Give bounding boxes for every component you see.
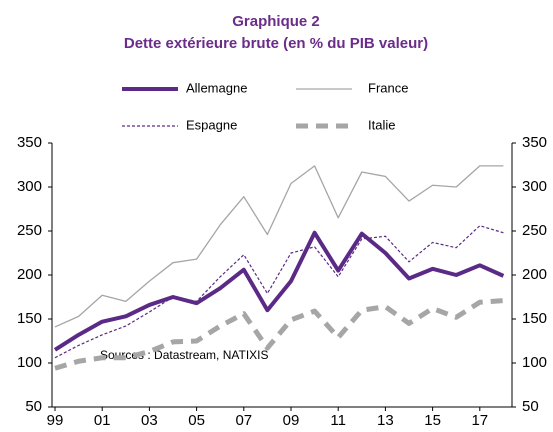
x-tick-label: 01 — [94, 412, 111, 429]
series-line — [53, 230, 505, 352]
x-tick-label: 05 — [188, 412, 205, 429]
series-line — [54, 298, 504, 371]
chart-title: Graphique 2 — [232, 13, 320, 30]
legend-label: France — [368, 80, 408, 95]
y2-tick-label: 100 — [522, 354, 547, 371]
legend-label: Espagne — [186, 117, 237, 132]
legend-label: Italie — [368, 117, 395, 132]
legend-label: Allemagne — [186, 80, 247, 95]
y2-tick-label: 150 — [522, 310, 547, 327]
y2-tick-label: 50 — [522, 398, 539, 415]
y2-tick-label: 250 — [522, 222, 547, 239]
x-tick-label: 11 — [330, 412, 346, 429]
y-tick-label: 50 — [25, 398, 42, 415]
x-tick-label: 13 — [377, 412, 394, 429]
series-line — [54, 165, 504, 328]
x-tick-label: 15 — [424, 412, 441, 429]
y-tick-label: 150 — [17, 310, 42, 327]
x-tick-label: 07 — [235, 412, 252, 429]
y-tick-label: 300 — [17, 178, 42, 195]
y2-tick-label: 350 — [522, 134, 547, 151]
x-tick-label: 09 — [283, 412, 300, 429]
y-tick-label: 200 — [17, 266, 42, 283]
y2-tick-label: 200 — [522, 266, 547, 283]
x-tick-label: 17 — [471, 412, 488, 429]
y-tick-label: 100 — [17, 354, 42, 371]
y-tick-label: 350 — [17, 134, 42, 151]
x-tick-label: 99 — [47, 412, 64, 429]
y-tick-label: 250 — [17, 222, 42, 239]
series-line — [54, 225, 504, 359]
x-tick-label: 03 — [141, 412, 158, 429]
y2-tick-label: 300 — [522, 178, 547, 195]
chart-subtitle: Dette extérieure brute (en % du PIB vale… — [124, 35, 428, 52]
